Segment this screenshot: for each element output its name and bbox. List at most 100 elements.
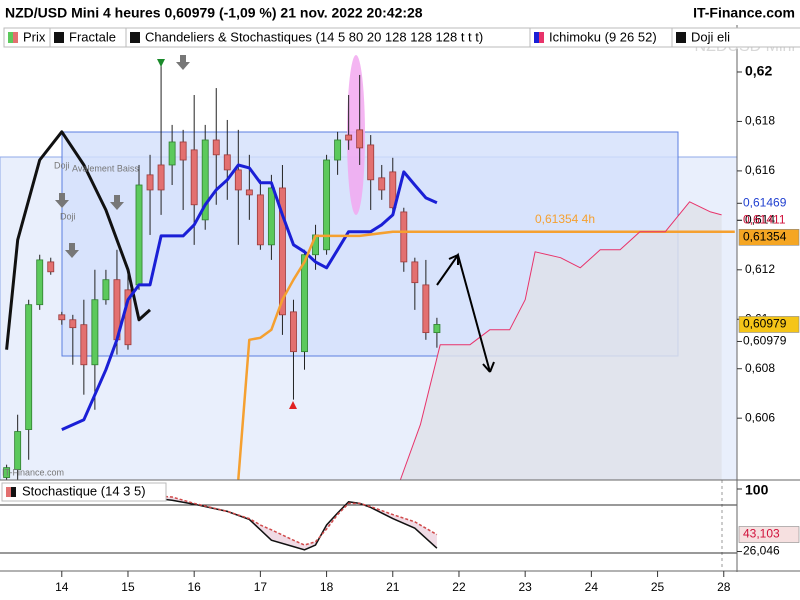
candle-body	[102, 279, 110, 301]
down-arrow	[55, 193, 69, 208]
stoch-title: Stochastique (14 3 5)	[22, 483, 146, 498]
price-box	[738, 316, 800, 333]
candle-body	[378, 177, 386, 191]
candle-body	[157, 164, 165, 191]
down-arrow	[65, 243, 79, 258]
legend-item	[671, 27, 800, 48]
candle-body	[124, 289, 132, 346]
candle-body	[234, 169, 242, 191]
price-label: 26,046	[743, 544, 780, 558]
y-tick-label: 0,606	[745, 410, 775, 424]
y-tick-label: 0,608	[745, 361, 775, 375]
x-tick-label: 21	[386, 580, 400, 594]
candle-body	[245, 189, 253, 196]
legend-icon	[135, 32, 140, 43]
x-tick-label: 28	[717, 580, 731, 594]
candle-body	[212, 139, 220, 156]
candle-body	[223, 154, 231, 171]
legend-icon	[539, 32, 544, 43]
price-label: 0,60979	[743, 317, 787, 331]
indicator-line	[237, 230, 735, 480]
header-title: NZD/USD Mini 4 heures 0,60979 (-1,09 %) …	[5, 5, 423, 21]
stoch-line	[149, 497, 438, 551]
highlight-ellipse	[347, 55, 365, 215]
legend-icon	[59, 32, 64, 43]
candle-body	[267, 187, 275, 246]
legend-icon	[676, 32, 681, 43]
header-bg	[0, 0, 800, 25]
buy-marker	[157, 59, 165, 67]
annotation: Doji	[54, 160, 70, 170]
price-box	[738, 228, 800, 246]
y-tick-label: 0,62	[745, 63, 772, 79]
candle-body	[323, 159, 331, 251]
legend-icon	[54, 32, 59, 43]
y-tick-label: 0,612	[745, 262, 775, 276]
candle-body	[135, 184, 143, 286]
legend-icon	[681, 32, 686, 43]
candle-body	[25, 304, 33, 430]
x-tick-label: 15	[121, 580, 135, 594]
legend-label: Ichimoku (9 26 52)	[549, 29, 657, 44]
annotation: Avalement Baiss	[72, 163, 139, 173]
legend-icon	[130, 32, 135, 43]
y-tick-label: 0,616	[745, 163, 775, 177]
legend-label: Prix	[23, 29, 46, 44]
stoch-line	[149, 494, 438, 546]
candle-body	[411, 261, 419, 284]
legend-label: Fractale	[69, 29, 116, 44]
candle-body	[146, 174, 154, 191]
candle-body	[301, 254, 308, 353]
sell-marker	[289, 401, 297, 409]
icon	[11, 487, 16, 497]
candle-body	[36, 259, 44, 306]
overlay: Doji Avalement Baiss Doji IT-Finance.com…	[0, 0, 800, 572]
y-tick-label: 0,618	[745, 114, 775, 128]
price-label: 0,61469	[743, 195, 787, 209]
footer-brand: IT-Finance.com	[2, 467, 64, 477]
y-tick-label: 100	[745, 482, 769, 498]
candle-body	[91, 299, 99, 366]
axis-labels: 0,620,6180,6160,6140,6120,610,6080,60614…	[55, 63, 800, 594]
down-arrow	[110, 195, 124, 210]
legend-icon	[8, 32, 13, 43]
candle-body	[47, 261, 55, 273]
x-tick-label: 17	[254, 580, 268, 594]
candle-body	[69, 319, 77, 329]
price-pane: 0,61354 4h	[3, 60, 735, 480]
icon	[6, 487, 11, 497]
candle-body	[367, 144, 375, 181]
candle-body	[58, 314, 66, 321]
price-box	[738, 526, 800, 543]
header-brand: IT-Finance.com	[693, 5, 795, 21]
stoch-pane	[0, 494, 737, 554]
candle-body	[389, 171, 397, 209]
candle-body	[400, 211, 408, 263]
price-label: 43,103	[743, 527, 780, 541]
candle-body	[279, 187, 286, 316]
y-tick-label: 0,614	[745, 213, 775, 227]
candle-body	[422, 284, 430, 334]
annotation: Doji	[60, 211, 76, 221]
candle-body	[14, 431, 22, 471]
price-label: 0,61354	[743, 229, 787, 243]
stoch-title-box	[1, 482, 167, 502]
x-tick-label: 24	[585, 580, 599, 594]
candle-body	[433, 324, 441, 334]
x-tick-label: 23	[518, 580, 532, 594]
candle-body	[80, 324, 88, 366]
x-tick-label: 18	[320, 580, 334, 594]
arrow-head	[448, 254, 459, 265]
candle-body	[3, 467, 11, 478]
x-tick-label: 16	[187, 580, 201, 594]
candle-body	[345, 134, 353, 141]
candle-body	[190, 149, 198, 206]
candle-body	[256, 194, 264, 246]
x-tick-label: 25	[651, 580, 665, 594]
price-label: 0,61411	[743, 212, 786, 226]
indicator-line	[400, 201, 722, 480]
x-tick-label: 22	[452, 580, 466, 594]
indicator-line	[5, 130, 152, 350]
